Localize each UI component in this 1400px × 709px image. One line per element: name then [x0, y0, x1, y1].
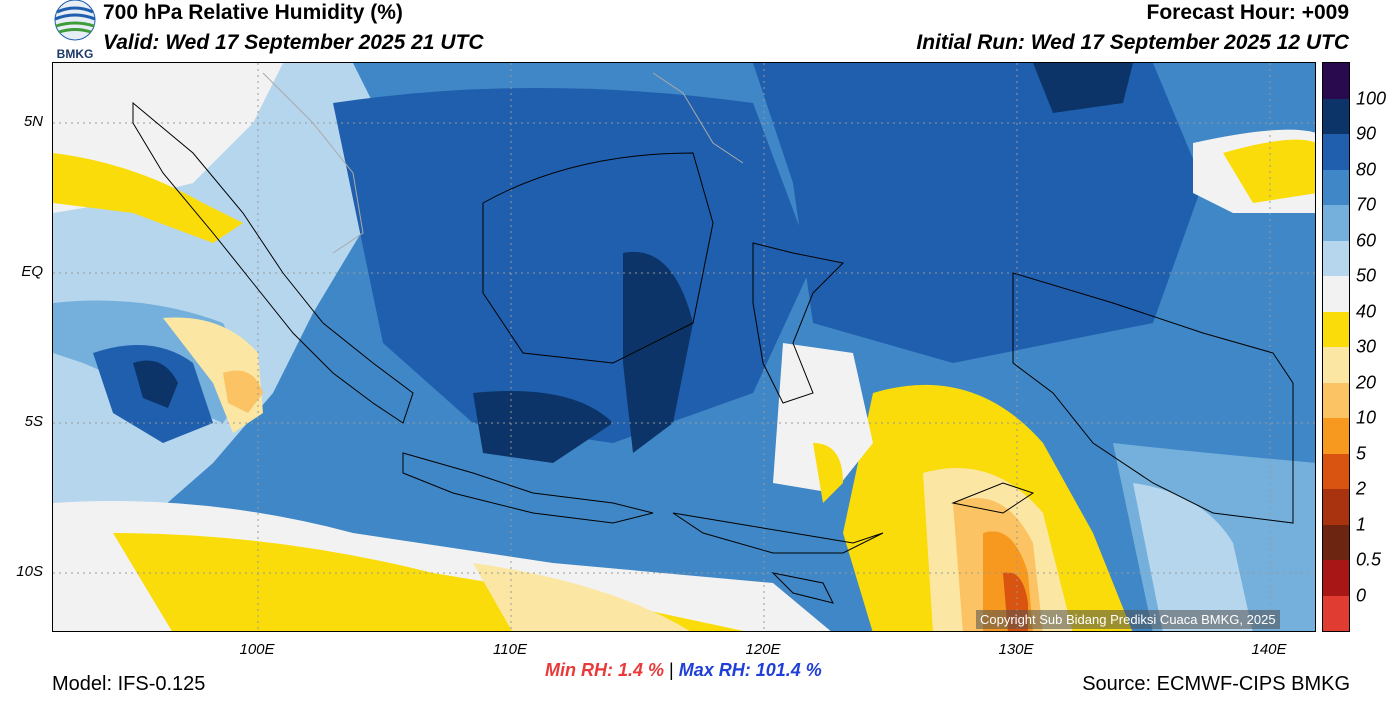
colorbar-label: 0 [1356, 585, 1367, 605]
initial-run: Initial Run: Wed 17 September 2025 12 UT… [916, 31, 1349, 54]
colorbar-label: 60 [1356, 230, 1377, 250]
lon-label-140e: 140E [1251, 641, 1287, 658]
colorbar-label: 40 [1356, 301, 1377, 321]
colorbar-segment [1323, 134, 1349, 170]
colorbar-label: 2 [1356, 478, 1367, 499]
colorbar-label: 30 [1356, 336, 1377, 357]
logo-text: BMKG [57, 47, 94, 61]
lon-label-120e: 120E [745, 641, 781, 658]
colorbar-segment [1323, 524, 1349, 560]
colorbar-segment [1323, 418, 1349, 454]
colorbar-segment [1323, 205, 1349, 241]
bmkg-logo: BMKG [50, 0, 100, 62]
colorbar-label: 0.5 [1356, 549, 1382, 570]
max-rh: Max RH: 101.4 % [678, 660, 822, 680]
colorbar [1322, 62, 1350, 632]
lat-label-eq: EQ [21, 263, 43, 280]
min-rh: Min RH: 1.4 % [545, 660, 665, 680]
lon-label-100e: 100E [239, 641, 275, 658]
colorbar-segment [1323, 98, 1349, 134]
humidity-field [53, 63, 1315, 631]
colorbar-segment [1323, 560, 1349, 596]
model-label: Model: IFS-0.125 [52, 673, 206, 695]
copyright-note: Copyright Sub Bidang Prediksi Cuaca BMKG… [976, 610, 1280, 629]
lon-label-130e: 130E [998, 641, 1034, 658]
colorbar-segment [1323, 240, 1349, 276]
forecast-hour: Forecast Hour: +009 [1146, 1, 1350, 24]
rh-stats: Min RH: 1.4 % | Max RH: 101.4 % [545, 660, 822, 681]
lat-label-5n: 5N [23, 113, 43, 130]
chart-title: 700 hPa Relative Humidity (%) [103, 1, 403, 24]
colorbar-label: 10 [1356, 407, 1377, 428]
valid-time: Valid: Wed 17 September 2025 21 UTC [103, 31, 484, 54]
colorbar-segment [1323, 276, 1349, 312]
source-label: Source: ECMWF-CIPS BMKG [1082, 673, 1350, 695]
colorbar-segment [1323, 63, 1349, 99]
stats-separator: | [669, 660, 674, 680]
colorbar-label: 1 [1356, 514, 1367, 534]
colorbar-segment [1323, 453, 1349, 489]
lat-label-5s: 5S [24, 413, 43, 430]
colorbar-label: 70 [1356, 194, 1377, 215]
colorbar-label: 100 [1356, 88, 1387, 108]
colorbar-label: 80 [1356, 159, 1377, 179]
colorbar-segment [1323, 347, 1349, 383]
colorbar-segment [1323, 382, 1349, 418]
colorbar-segment [1323, 489, 1349, 525]
lat-label-10s: 10S [16, 563, 43, 580]
colorbar-segment [1323, 311, 1349, 347]
humidity-map [52, 62, 1316, 632]
lon-label-110e: 110E [493, 641, 527, 658]
colorbar-label: 90 [1356, 123, 1377, 144]
colorbar-label: 5 [1356, 443, 1367, 463]
colorbar-segment [1323, 169, 1349, 205]
colorbar-segment [1323, 595, 1349, 631]
colorbar-label: 20 [1356, 372, 1377, 392]
colorbar-label: 50 [1356, 265, 1377, 286]
